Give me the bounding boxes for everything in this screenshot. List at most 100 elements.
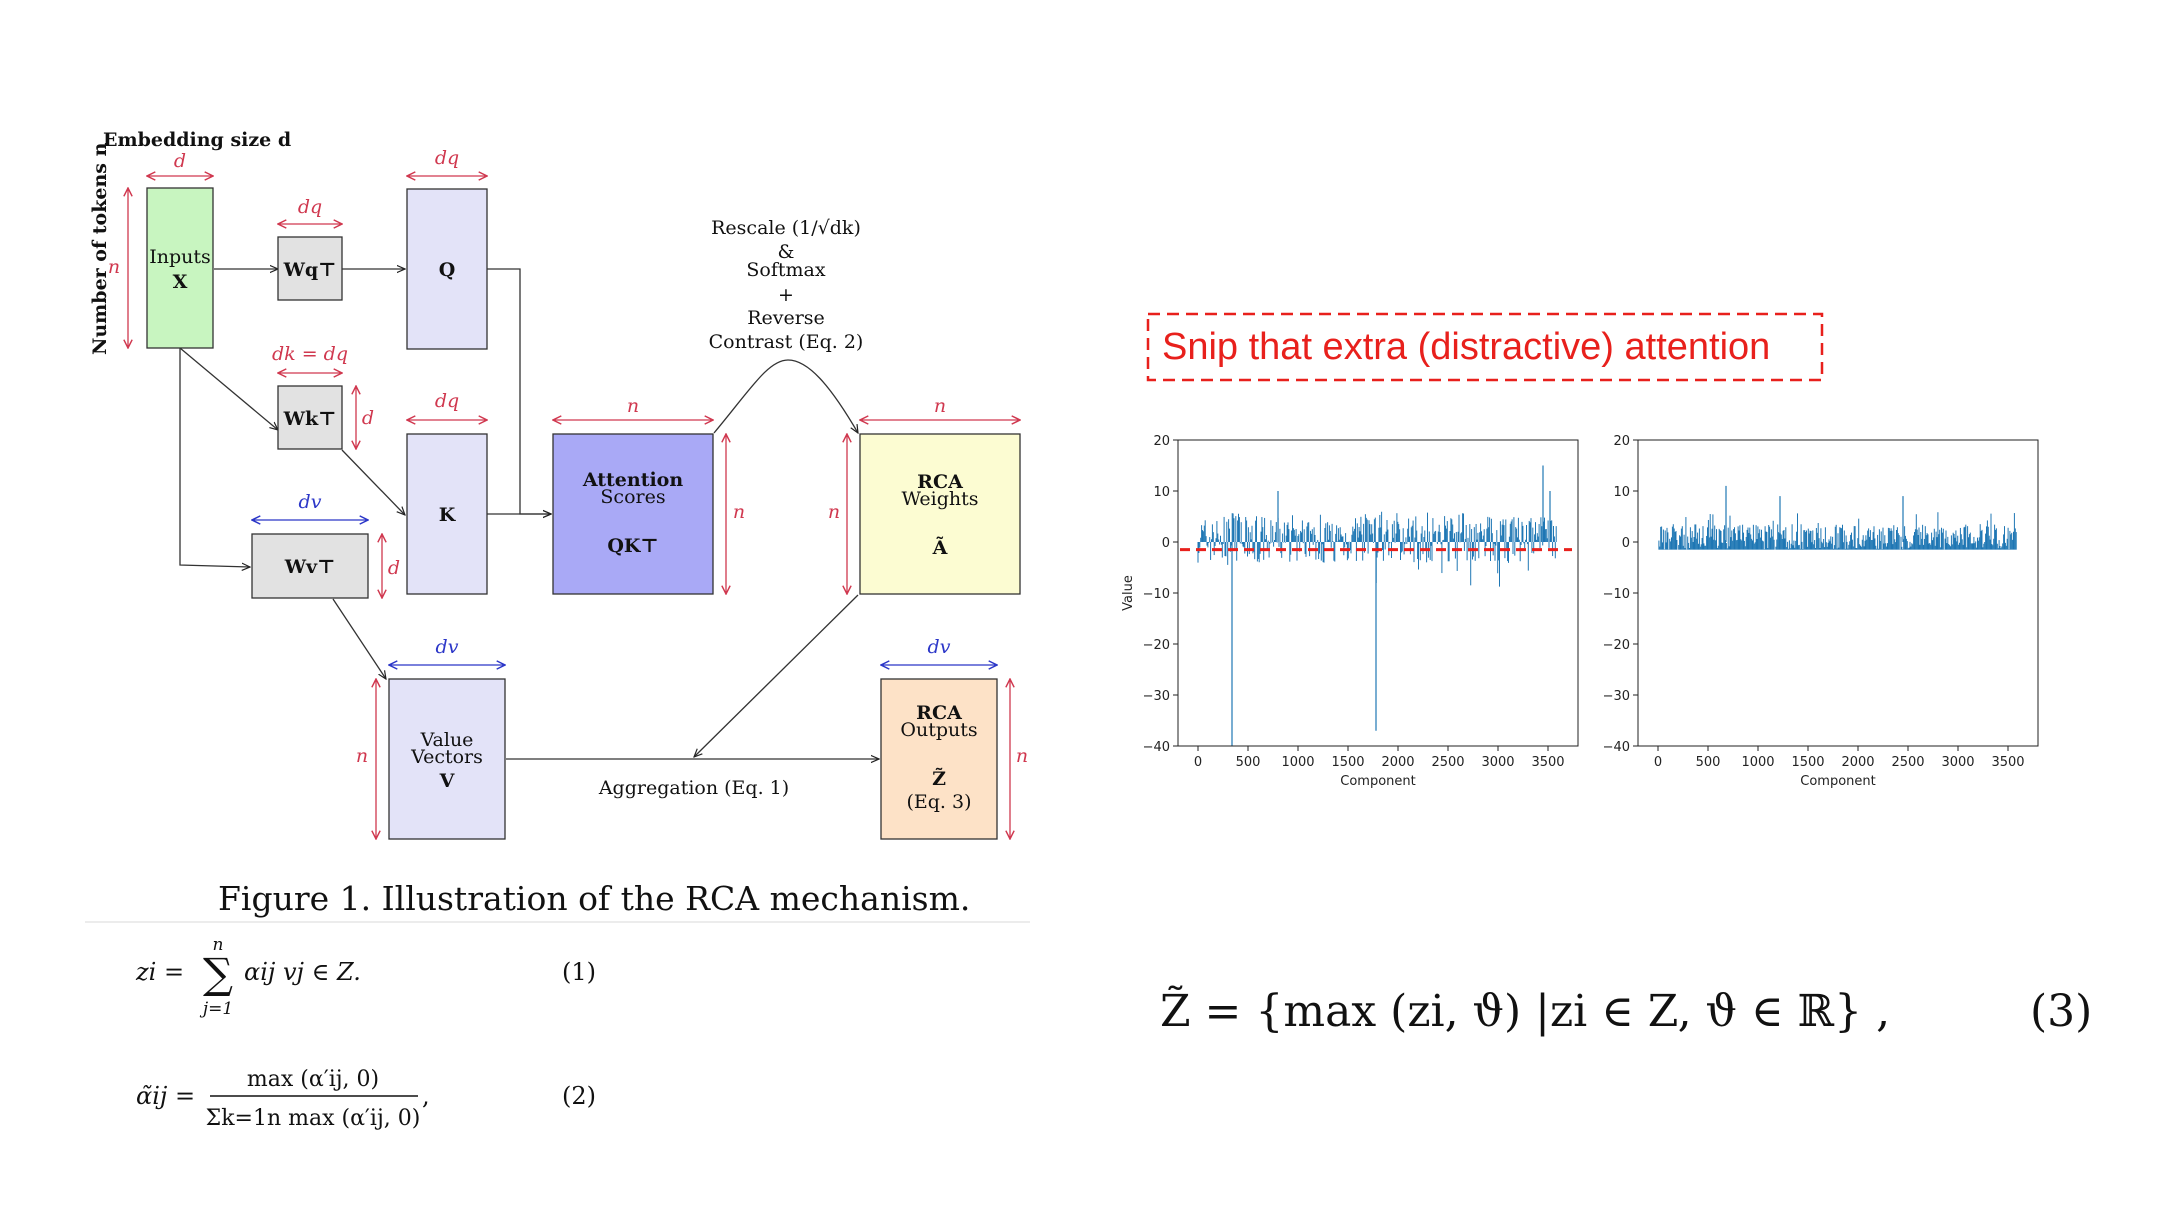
rca-outputs-line1: RCA [916, 702, 962, 724]
snip-title: Snip that extra (distractive) attention [1162, 326, 1770, 368]
x-tick-label: 2500 [1891, 755, 1924, 770]
x-tick-label: 500 [1696, 755, 1721, 770]
rescale-line3: Softmax [746, 259, 825, 281]
v-box [388, 678, 506, 840]
snip-callout: Snip that extra (distractive) attention [1146, 312, 1824, 382]
k-label: K [439, 504, 457, 526]
rca-outputs-line2: Outputs [900, 719, 977, 741]
rescale-line2: & [778, 241, 795, 263]
chart-before: 0 500 1000 1500 2000 2500 3000 3500 20 10 0 −10 −20 −… [1121, 434, 1579, 789]
x-tick-label: 3500 [1991, 755, 2024, 770]
y-tick-label: 20 [1613, 434, 1630, 449]
equation-1: zi = n ∑ j=1 αij vj ∈ Z. (1) [135, 935, 596, 1019]
eq2-lhs: α̃ij = [136, 1082, 195, 1110]
dim-label-dv-rca-out: dv [928, 636, 951, 658]
rca-weights-box [859, 433, 1021, 595]
wk-label: Wk⊤ [283, 408, 337, 430]
eq2-comma: , [422, 1082, 430, 1110]
inputs-label: Inputs [149, 246, 211, 268]
x-axis-label: Component [1800, 774, 1875, 789]
dim-label-dq-wq: dq [298, 196, 322, 218]
eq2-number: (2) [562, 1082, 596, 1110]
y-tick-label: −10 [1603, 587, 1630, 602]
rca-diagram: Embedding size d Number of tokens n [85, 129, 1030, 923]
figure-caption: Figure 1. Illustration of the RCA mechan… [218, 879, 970, 918]
dim-label-n-rca-out: n [1016, 745, 1028, 767]
dimension-arrows-red [128, 176, 1020, 839]
y-tick-label: −20 [1603, 638, 1630, 653]
dim-label-dq-q: dq [435, 147, 459, 169]
bar-series [1197, 465, 1557, 746]
wq-label: Wq⊤ [283, 259, 337, 281]
x-tick-label: 3500 [1531, 755, 1564, 770]
dim-label-n-attn-right: n [733, 501, 745, 523]
eq2-denominator: Σk=1n max (α′ij, 0) [206, 1106, 421, 1131]
k-box [406, 433, 488, 595]
x-tick-label: 0 [1194, 755, 1202, 770]
x-tick-label: 2000 [1841, 755, 1874, 770]
equations-left: zi = n ∑ j=1 αij vj ∈ Z. (1) α̃ij = max … [135, 935, 596, 1131]
aggregation-label: Aggregation (Eq. 1) [598, 777, 789, 799]
dim-label-dv-wv: dv [299, 491, 322, 513]
x-tick-label: 2000 [1381, 755, 1414, 770]
eq1-sum-top: n [213, 935, 224, 955]
q-box [406, 188, 488, 350]
rescale-line4: + [778, 284, 794, 306]
y-tick-label: −20 [1143, 638, 1170, 653]
eq1-lhs: zi = [135, 958, 184, 986]
plot-frame [1177, 439, 1579, 747]
rca-outputs-eqref: (Eq. 3) [906, 791, 971, 813]
y-tick-label: 20 [1153, 434, 1170, 449]
dim-label-n-attn-top: n [627, 395, 639, 417]
y-tick-label: 0 [1162, 536, 1170, 551]
rescale-annotation: Rescale (1/√dk) & Softmax + Reverse Cont… [709, 217, 864, 353]
x-tick-label: 3000 [1941, 755, 1974, 770]
y-tick-label: −10 [1143, 587, 1170, 602]
q-label: Q [439, 259, 456, 281]
dim-label-d-wk: d [362, 407, 374, 429]
rca-weights-line2: Weights [901, 488, 978, 510]
x-tick-label: 2500 [1431, 755, 1464, 770]
x-axis-label: Component [1340, 774, 1415, 789]
dim-label-n-v: n [356, 745, 368, 767]
attention-symbol: QK⊤ [607, 535, 658, 557]
eq3-number: (3) [2030, 986, 2092, 1037]
y-axis-label: Value [1121, 575, 1136, 611]
bar-series [1657, 485, 2017, 550]
attention-box [552, 433, 714, 595]
v-line1: Value [420, 729, 474, 751]
dim-label-dv-v: dv [436, 636, 459, 658]
rescale-line6: Contrast (Eq. 2) [709, 331, 864, 353]
rca-weights-line1: RCA [917, 471, 963, 493]
plot-frame [1637, 439, 2039, 747]
eq2-numerator: max (α′ij, 0) [247, 1067, 379, 1092]
wq-box [277, 236, 343, 301]
wv-label: Wv⊤ [284, 556, 336, 578]
rca-outputs-symbol: Z̃ [932, 768, 946, 790]
snip-dashed-box [1146, 312, 1824, 382]
y-tick-label: −30 [1143, 689, 1170, 704]
flow-arrows [179, 269, 879, 759]
attention-line2: Scores [600, 486, 665, 508]
chart-after: 0 500 1000 1500 2000 2500 3000 3500 20 10 0 −10 −20 −… [1603, 434, 2039, 789]
equation-3: Z̃ = {max (zi, ϑ) |zi ∈ Z, ϑ ∈ ℝ} , (3) [1160, 984, 2092, 1037]
x-tick-label: 1000 [1741, 755, 1774, 770]
embedding-size-label: Embedding size d [103, 129, 291, 151]
dim-label-n-inputs: n [108, 256, 120, 278]
dim-label-d-wv: d [388, 557, 400, 579]
dim-label-n-rca-top: n [934, 395, 946, 417]
rescale-line5: Reverse [747, 307, 825, 329]
eq3-expression: Z̃ = {max (zi, ϑ) |zi ∈ Z, ϑ ∈ ℝ} , [1160, 984, 1890, 1037]
rescale-line1: Rescale (1/√dk) [711, 217, 861, 239]
wk-box [277, 385, 343, 450]
dim-label-dq-k: dq [435, 390, 459, 412]
x-tick-label: 1000 [1281, 755, 1314, 770]
v-symbol: V [439, 770, 456, 792]
y-tick-label: 10 [1153, 485, 1170, 500]
dim-label-dk-wk: dk = dq [272, 343, 348, 365]
rca-outputs-box [880, 678, 998, 840]
equation-2: α̃ij = max (α′ij, 0) Σk=1n max (α′ij, 0)… [136, 1067, 596, 1131]
y-tick-label: 10 [1613, 485, 1630, 500]
dimension-arrows-blue [252, 520, 997, 665]
